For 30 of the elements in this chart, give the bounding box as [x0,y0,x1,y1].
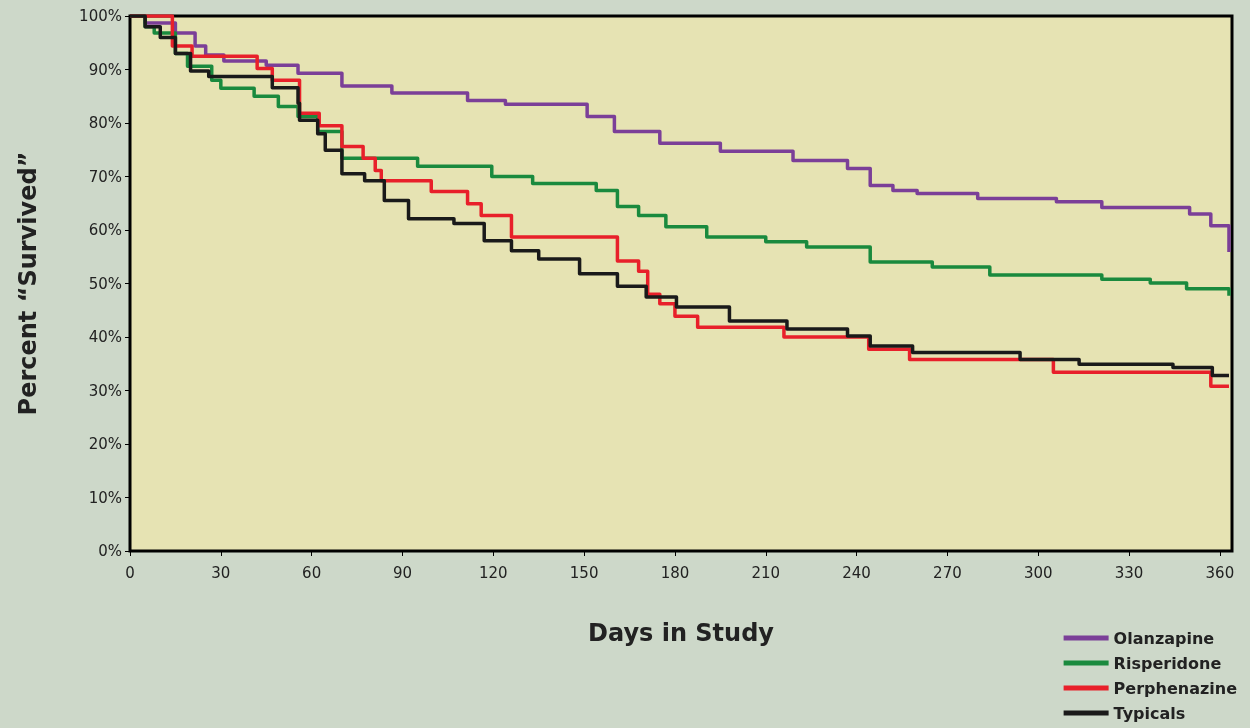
y-tick-label: 0% [98,542,122,560]
legend-label: Risperidone [1113,653,1222,673]
x-tick-label: 210 [751,563,781,582]
x-axis-title: Days in Study [588,619,775,647]
x-tick-label: 330 [1114,563,1144,582]
x-tick-label: 0 [125,563,135,582]
x-tick-label: 30 [211,563,231,582]
x-tick-label: 180 [660,563,690,582]
y-tick-label: 60% [88,221,122,239]
x-tick-label: 120 [478,563,508,582]
x-tick-label: 240 [842,563,871,582]
y-tick-label: 50% [88,274,122,293]
x-tick-label: 150 [569,563,599,582]
y-tick-label: 20% [88,435,122,453]
x-tick-label: 90 [392,563,413,582]
y-tick-label: 30% [88,381,122,400]
x-tick-label: 360 [1205,563,1235,582]
x-tick-label: 300 [1023,563,1053,582]
y-axis-title: Percent “Survived” [14,151,42,416]
y-tick-label: 80% [88,114,122,132]
x-tick-label: 60 [302,563,322,582]
y-tick-label: 10% [88,488,122,507]
y-tick-label: 70% [88,167,122,186]
legend-label: Olanzapine [1113,628,1215,648]
y-tick-label: 90% [88,60,122,79]
y-tick-label: 100% [79,7,122,25]
legend-label: Perphenazine [1113,678,1238,698]
legend-label: Typicals [1113,703,1186,723]
x-tick-label: 270 [933,563,962,582]
y-tick-label: 40% [88,328,122,346]
